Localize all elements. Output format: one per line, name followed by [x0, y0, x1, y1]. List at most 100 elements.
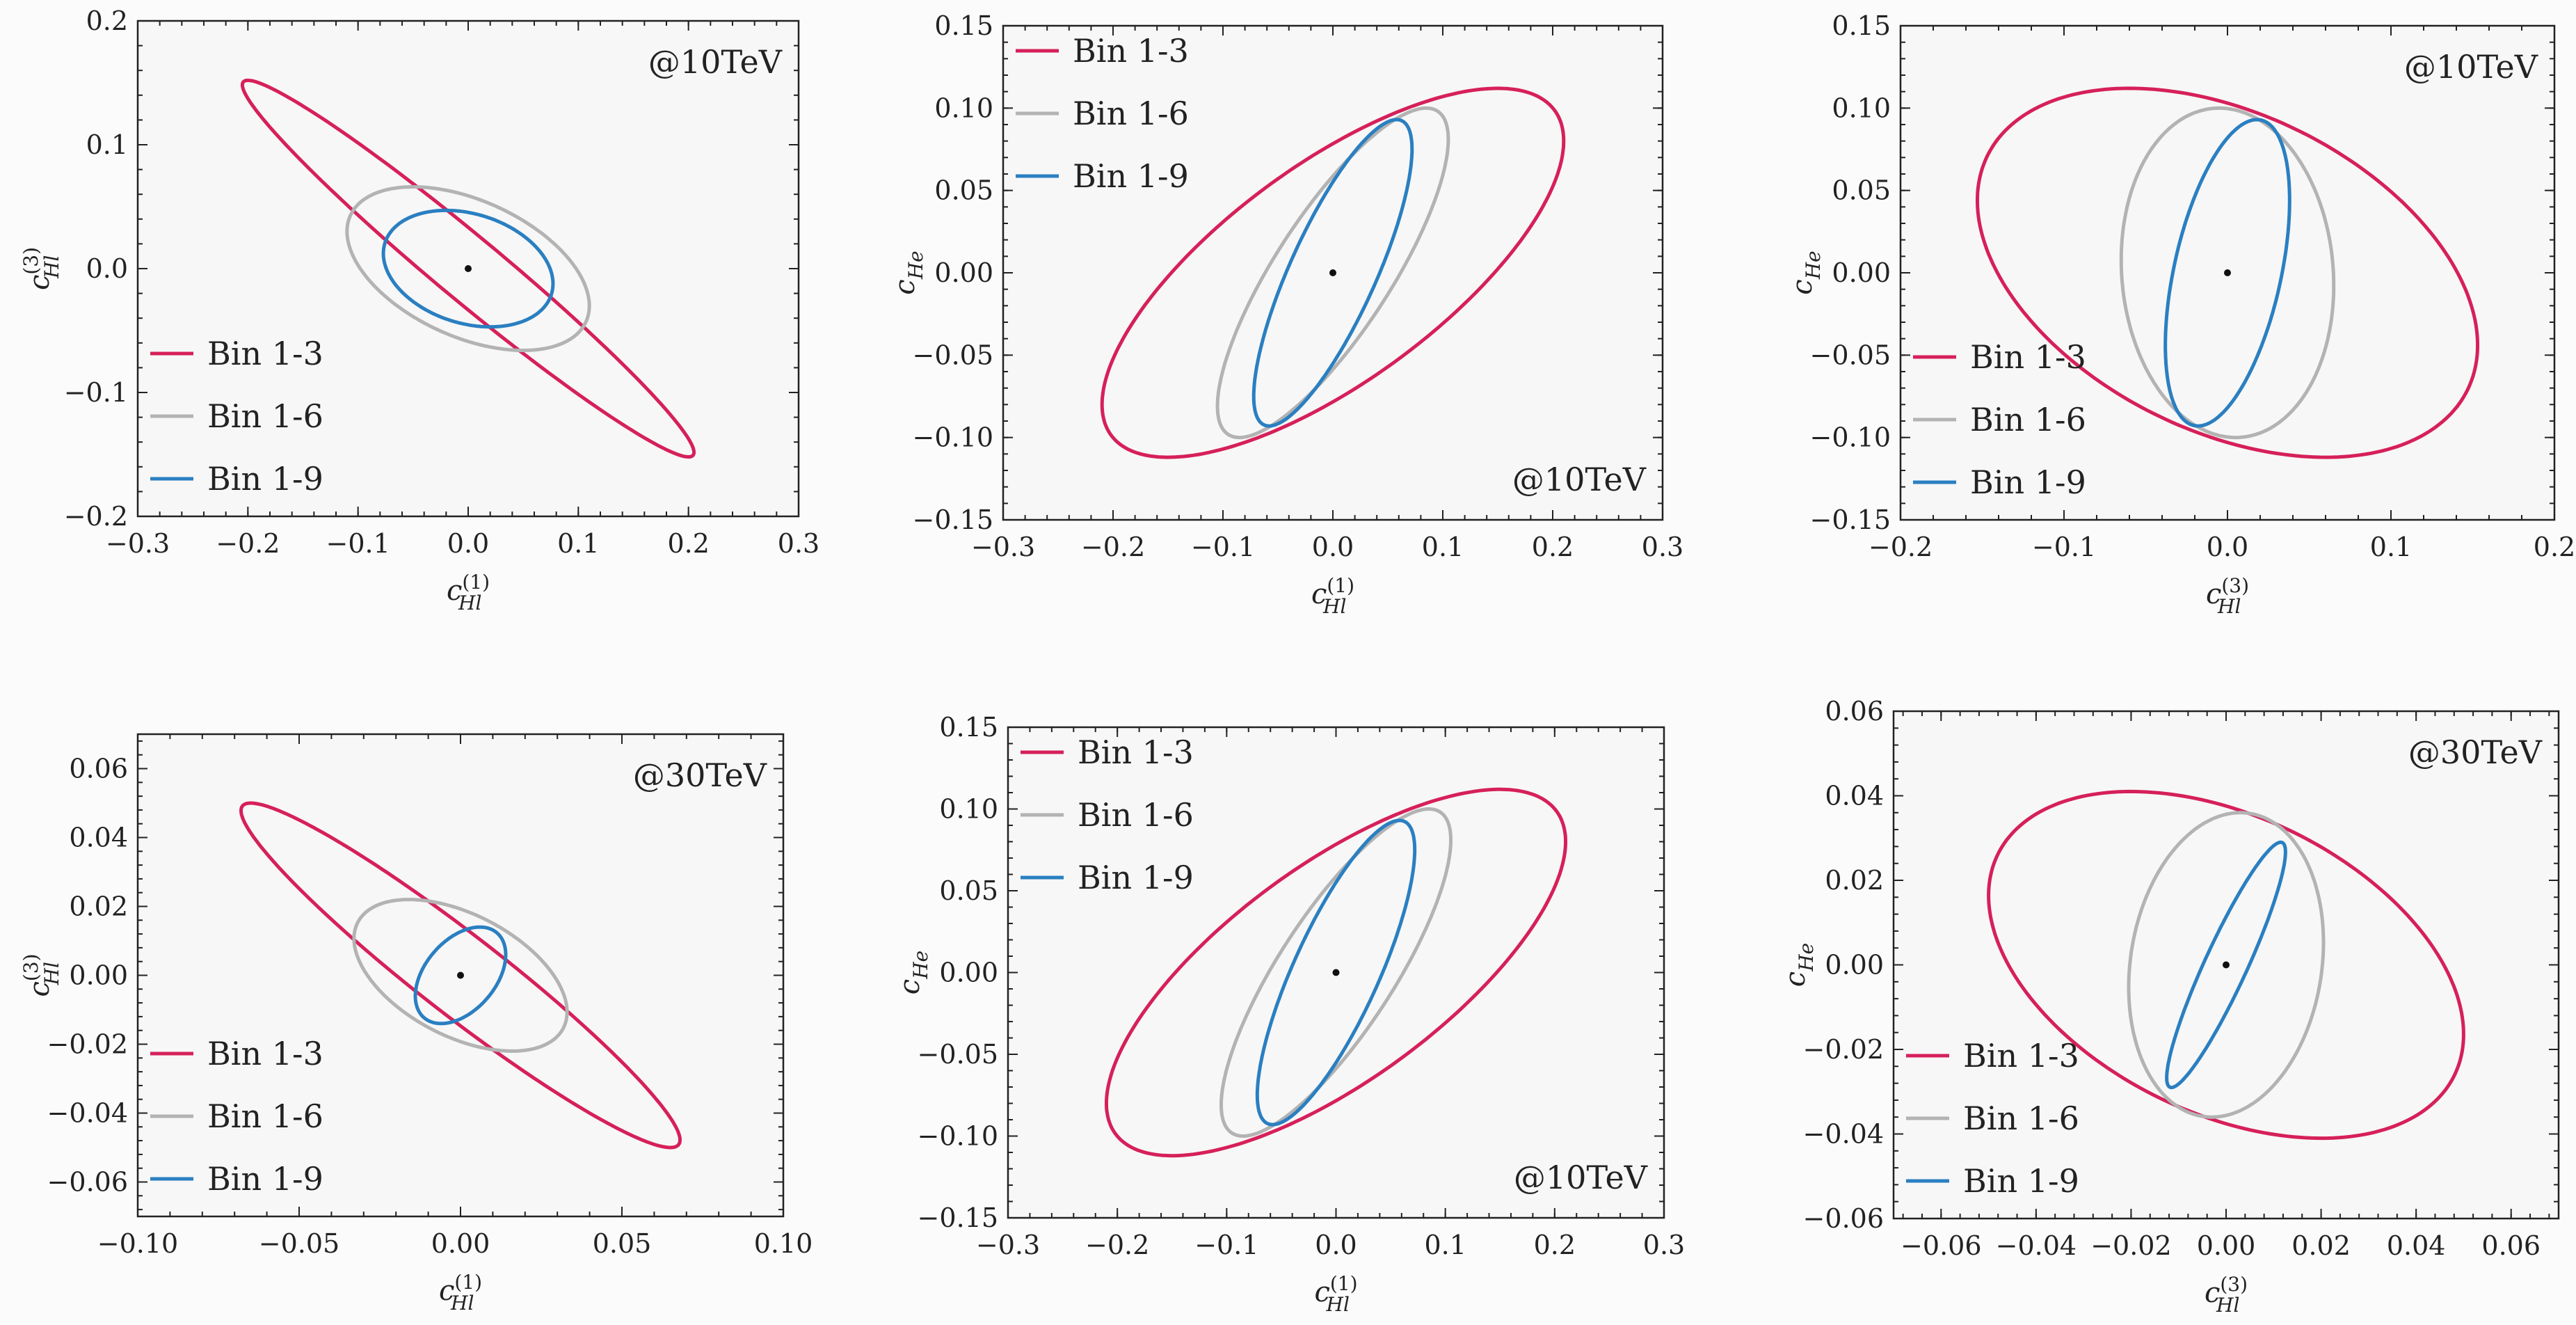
panel-bottom-middle: −0.3 −0.2 −0.1 0.0 0.1 0.2 0.3 −0.15 −0.10 −0.05 0… — [894, 712, 1685, 1316]
y-tick-label: 0.06 — [1825, 696, 1884, 727]
legend-label: Bin 1-6 — [207, 1097, 323, 1135]
x-tick-label: 0.0 — [1315, 1230, 1357, 1260]
series-ellipse-bin-1-9 — [1255, 818, 1417, 1127]
series-ellipse-bin-1-3 — [1987, 789, 2465, 1141]
best-fit-point — [1332, 969, 1340, 976]
y-tick-label: −0.05 — [913, 340, 993, 370]
x-axis-label: c(1) Hl — [1314, 1272, 1357, 1316]
x-tick-label: −0.3 — [106, 528, 170, 559]
y-tick-label: 0.0 — [86, 253, 128, 284]
plot-area — [1976, 86, 2479, 459]
x-tick-label: −0.04 — [1996, 1230, 2077, 1261]
x-tick-label: 0.1 — [1422, 532, 1464, 562]
y-tick-label: 0.15 — [1832, 10, 1891, 41]
y-tick-label: 0.2 — [86, 6, 128, 36]
legend-label: Bin 1-9 — [1963, 1162, 2079, 1200]
y-axis-label: cHe — [894, 951, 932, 994]
y-axis-label-text: cHe — [1786, 251, 1825, 294]
x-tick-label: −0.2 — [1869, 532, 1933, 562]
panel-bottom-left: −0.10 −0.05 0.00 0.05 0.10 −0.06 −0.04 −0.02 0.0… — [19, 733, 813, 1315]
x-tick-label: 0.00 — [431, 1228, 490, 1259]
x-tick-label: −0.1 — [2032, 532, 2096, 562]
series-ellipse-bin-1-6 — [352, 898, 569, 1053]
y-tick-label: 0.10 — [1832, 93, 1891, 123]
y-tick-label: 0.05 — [934, 175, 993, 206]
x-axis-label: c(1) Hl — [1311, 574, 1354, 618]
y-tick-label: −0.1 — [64, 377, 128, 408]
x-axis-label: c(1) Hl — [447, 571, 490, 614]
y-tick-label: 0.04 — [69, 823, 128, 853]
series-ellipse-bin-1-6 — [1215, 106, 1450, 440]
y-tick-label: 0.15 — [934, 10, 993, 41]
energy-annotation: @10TeV — [2404, 48, 2538, 86]
energy-annotation: @30TeV — [2408, 733, 2543, 771]
y-axis-label: cHe — [1786, 251, 1825, 294]
y-tick-label: −0.15 — [918, 1203, 998, 1233]
best-fit-point — [2223, 961, 2230, 969]
y-tick-label: 0.05 — [1832, 175, 1891, 206]
x-tick-label: 0.0 — [447, 528, 489, 559]
x-tick-label: 0.2 — [1534, 1230, 1576, 1260]
y-tick-label: −0.10 — [913, 422, 993, 453]
x-axis-label-text: c(1) Hl — [439, 1271, 482, 1315]
x-axis-label-text: c(1) Hl — [1314, 1272, 1357, 1316]
series-ellipse-bin-1-9 — [2165, 840, 2287, 1090]
x-tick-label: −0.05 — [259, 1228, 339, 1259]
x-axis-label-text: c(3) Hl — [2205, 1273, 2248, 1317]
series-ellipse-bin-1-6 — [1219, 807, 1453, 1138]
y-tick-label: 0.05 — [939, 875, 998, 906]
x-axis-label: c(1) Hl — [439, 1271, 482, 1315]
x-tick-label: 0.1 — [2370, 532, 2412, 562]
best-fit-point — [465, 265, 472, 272]
y-tick-label: 0.02 — [69, 891, 128, 922]
series-ellipse-bin-1-6 — [345, 185, 591, 352]
energy-annotation: @30TeV — [633, 756, 767, 794]
x-tick-label: 0.3 — [778, 528, 819, 559]
legend-label: Bin 1-3 — [207, 335, 323, 372]
series-ellipse-bin-1-3 — [1100, 86, 1566, 459]
y-tick-label: 0.04 — [1825, 781, 1884, 811]
y-tick-label: 0.06 — [69, 754, 128, 784]
y-tick-label: −0.15 — [913, 505, 993, 535]
panel-top-middle: −0.3 −0.2 −0.1 0.0 0.1 0.2 0.3 −0.15 −0.10 −0.05 0… — [889, 10, 1683, 618]
legend-label: Bin 1-9 — [1073, 157, 1189, 195]
x-tick-label: 0.00 — [2197, 1230, 2256, 1261]
series-ellipse-bin-1-3 — [240, 79, 696, 459]
y-tick-label: −0.05 — [1810, 340, 1891, 370]
best-fit-point — [1329, 269, 1336, 276]
legend-label: Bin 1-3 — [1073, 32, 1189, 70]
y-tick-label: −0.04 — [47, 1098, 128, 1129]
y-tick-label: 0.02 — [1825, 865, 1884, 896]
legend-label: Bin 1-9 — [207, 460, 323, 498]
y-axis-label: c(3)Hl — [19, 247, 63, 290]
y-tick-label: −0.06 — [47, 1167, 128, 1198]
y-axis-label: cHe — [1779, 943, 1818, 987]
y-axis-label: c(3)Hl — [19, 953, 63, 997]
legend-label: Bin 1-3 — [1078, 733, 1194, 771]
energy-annotation: @10TeV — [648, 43, 783, 81]
x-tick-label: 0.06 — [2481, 1230, 2541, 1261]
series-ellipse-bin-1-3 — [239, 801, 682, 1150]
y-tick-label: 0.00 — [69, 960, 128, 991]
panel-bottom-right: −0.06 −0.04 −0.02 0.00 0.02 0.04 0.06 −0.06 −0.0… — [1779, 696, 2560, 1317]
x-axis-label-text: c(1) Hl — [447, 571, 490, 614]
y-axis-label-text: c(3)Hl — [19, 247, 63, 290]
legend-label: Bin 1-9 — [1078, 859, 1194, 896]
y-tick-label: 0.1 — [86, 129, 128, 160]
x-tick-label: 0.2 — [667, 528, 709, 559]
x-tick-label: −0.3 — [976, 1230, 1040, 1260]
legend-label: Bin 1-3 — [207, 1035, 323, 1072]
plot-area — [1987, 789, 2465, 1141]
panel-top-left: −0.3 −0.2 −0.1 0.0 0.1 0.2 0.3−0.2−0.10.00.10.… — [19, 6, 819, 614]
plot-area — [240, 79, 696, 459]
x-tick-label: 0.10 — [754, 1228, 813, 1259]
y-axis-label-text: cHe — [889, 251, 927, 294]
x-tick-label: −0.02 — [2090, 1230, 2171, 1261]
x-axis-label: c(3) Hl — [2206, 574, 2249, 618]
x-tick-label: 0.3 — [1643, 1230, 1685, 1260]
legend-label: Bin 1-9 — [1970, 463, 2086, 501]
y-tick-label: −0.06 — [1803, 1203, 1884, 1234]
series-ellipse-bin-1-6 — [2119, 106, 2336, 440]
y-tick-label: 0.10 — [939, 794, 998, 825]
x-axis-label: c(3) Hl — [2205, 1273, 2248, 1317]
